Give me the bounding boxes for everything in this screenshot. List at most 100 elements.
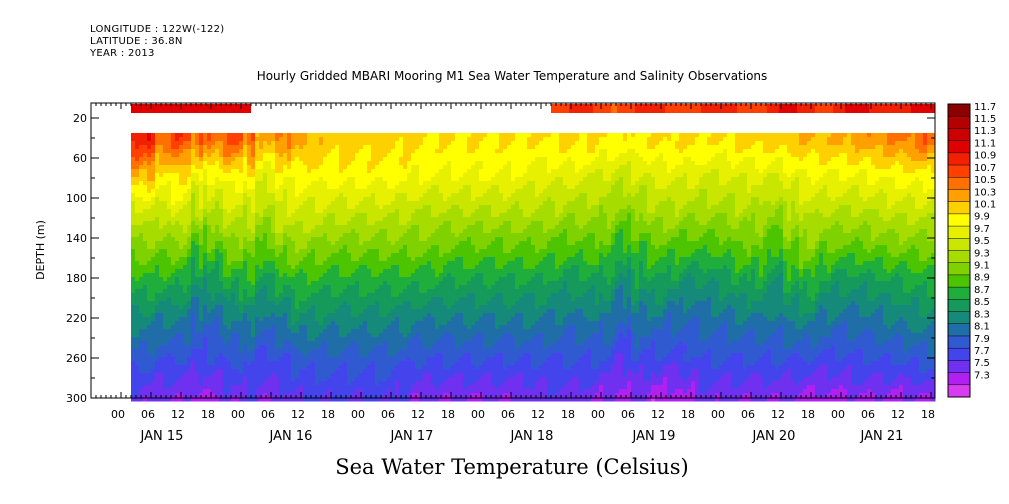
heatmap-cell — [423, 257, 428, 262]
heatmap-cell — [287, 197, 292, 202]
heatmap-cell — [263, 361, 268, 366]
heatmap-cell — [423, 329, 428, 334]
heatmap-cell — [311, 393, 316, 398]
heatmap-cell — [227, 329, 232, 334]
heatmap-cell — [263, 373, 268, 378]
heatmap-cell — [379, 389, 384, 394]
heatmap-cell — [223, 317, 228, 322]
heatmap-cell — [347, 245, 352, 250]
heatmap-cell — [163, 233, 168, 238]
heatmap-cell — [207, 373, 212, 378]
heatmap-cell — [379, 357, 384, 362]
heatmap-cell — [147, 225, 152, 230]
heatmap-cell — [355, 189, 360, 194]
heatmap-cell — [283, 361, 288, 366]
heatmap-cell — [251, 369, 256, 374]
heatmap-cell — [387, 137, 392, 142]
heatmap-cell — [155, 181, 160, 186]
heatmap-cell — [251, 233, 256, 238]
heatmap-cell — [367, 189, 372, 194]
heatmap-cell — [159, 353, 164, 358]
heatmap-cell — [211, 365, 216, 370]
heatmap-cell — [331, 397, 336, 402]
heatmap-cell — [375, 217, 380, 222]
heatmap-cell — [287, 189, 292, 194]
heatmap-cell — [375, 341, 380, 346]
heatmap-cell — [375, 317, 380, 322]
heatmap-cell — [147, 381, 152, 386]
heatmap-cell — [351, 217, 356, 222]
heatmap-cell — [283, 317, 288, 322]
heatmap-cell — [159, 397, 164, 402]
heatmap-cell — [299, 285, 304, 290]
heatmap-cell — [259, 381, 264, 386]
heatmap-cell — [235, 137, 240, 142]
heatmap-cell — [135, 381, 140, 386]
heatmap-cell — [143, 369, 148, 374]
heatmap-cell — [199, 217, 204, 222]
heatmap-cell — [423, 233, 428, 238]
heatmap-cell — [319, 281, 324, 286]
heatmap-cell — [167, 349, 172, 354]
heatmap-cell — [207, 261, 212, 266]
heatmap-cell — [191, 209, 196, 214]
heatmap-cell — [179, 273, 184, 278]
heatmap-cell — [287, 381, 292, 386]
heatmap-cell — [263, 381, 268, 386]
heatmap-cell — [199, 309, 204, 314]
heatmap-cell — [211, 265, 216, 270]
heatmap-cell — [191, 173, 196, 178]
heatmap-cell — [379, 133, 384, 138]
heatmap-cell — [159, 357, 164, 362]
heatmap-cell — [191, 341, 196, 346]
heatmap-cell — [247, 153, 252, 158]
heatmap-cell — [423, 377, 428, 382]
heatmap-cell — [379, 269, 384, 274]
heatmap-cell — [375, 229, 380, 234]
heatmap-cell — [139, 201, 144, 206]
heatmap-cell — [203, 257, 208, 262]
heatmap-cell — [391, 161, 396, 166]
heatmap-cell — [343, 217, 348, 222]
heatmap-cell — [215, 381, 220, 386]
heatmap-cell — [299, 309, 304, 314]
heatmap-cell — [187, 141, 192, 146]
heatmap-cell — [223, 377, 228, 382]
heatmap-cell — [183, 261, 188, 266]
heatmap-cell — [371, 153, 376, 158]
heatmap-cell — [319, 185, 324, 190]
heatmap-cell — [187, 349, 192, 354]
heatmap-cell — [423, 293, 428, 298]
heatmap-cell — [395, 225, 400, 230]
heatmap-cell — [187, 197, 192, 202]
heatmap-cell — [267, 209, 272, 214]
heatmap-cell — [243, 269, 248, 274]
heatmap-cell — [379, 377, 384, 382]
heatmap-cell — [187, 225, 192, 230]
heatmap-cell — [311, 213, 316, 218]
heatmap-cell — [179, 209, 184, 214]
heatmap-cell — [423, 213, 428, 218]
heatmap-cell — [159, 253, 164, 258]
heatmap-cell — [199, 337, 204, 342]
heatmap-cell — [279, 389, 284, 394]
heatmap-cell — [147, 333, 152, 338]
heatmap-cell — [231, 353, 236, 358]
heatmap-cell — [267, 345, 272, 350]
heatmap-cell — [403, 253, 408, 258]
heatmap-cell — [331, 193, 336, 198]
heatmap-cell — [343, 245, 348, 250]
heatmap-cell — [167, 133, 172, 138]
heatmap-cell — [371, 241, 376, 246]
heatmap-cell — [231, 281, 236, 286]
heatmap-cell — [299, 165, 304, 170]
heatmap-cell — [263, 241, 268, 246]
heatmap-cell — [343, 269, 348, 274]
heatmap-cell — [383, 249, 388, 254]
heatmap-cell — [163, 137, 168, 142]
heatmap-cell — [223, 357, 228, 362]
heatmap-cell — [339, 153, 344, 158]
heatmap-cell — [375, 361, 380, 366]
heatmap-cell — [363, 173, 368, 178]
heatmap-cell — [279, 365, 284, 370]
